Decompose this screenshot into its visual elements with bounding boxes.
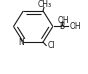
Text: OH: OH (58, 16, 69, 25)
Text: OH: OH (69, 22, 81, 31)
Text: N: N (18, 38, 24, 47)
Text: CH₃: CH₃ (37, 0, 51, 9)
Text: Cl: Cl (48, 41, 55, 50)
Text: B: B (60, 22, 65, 31)
